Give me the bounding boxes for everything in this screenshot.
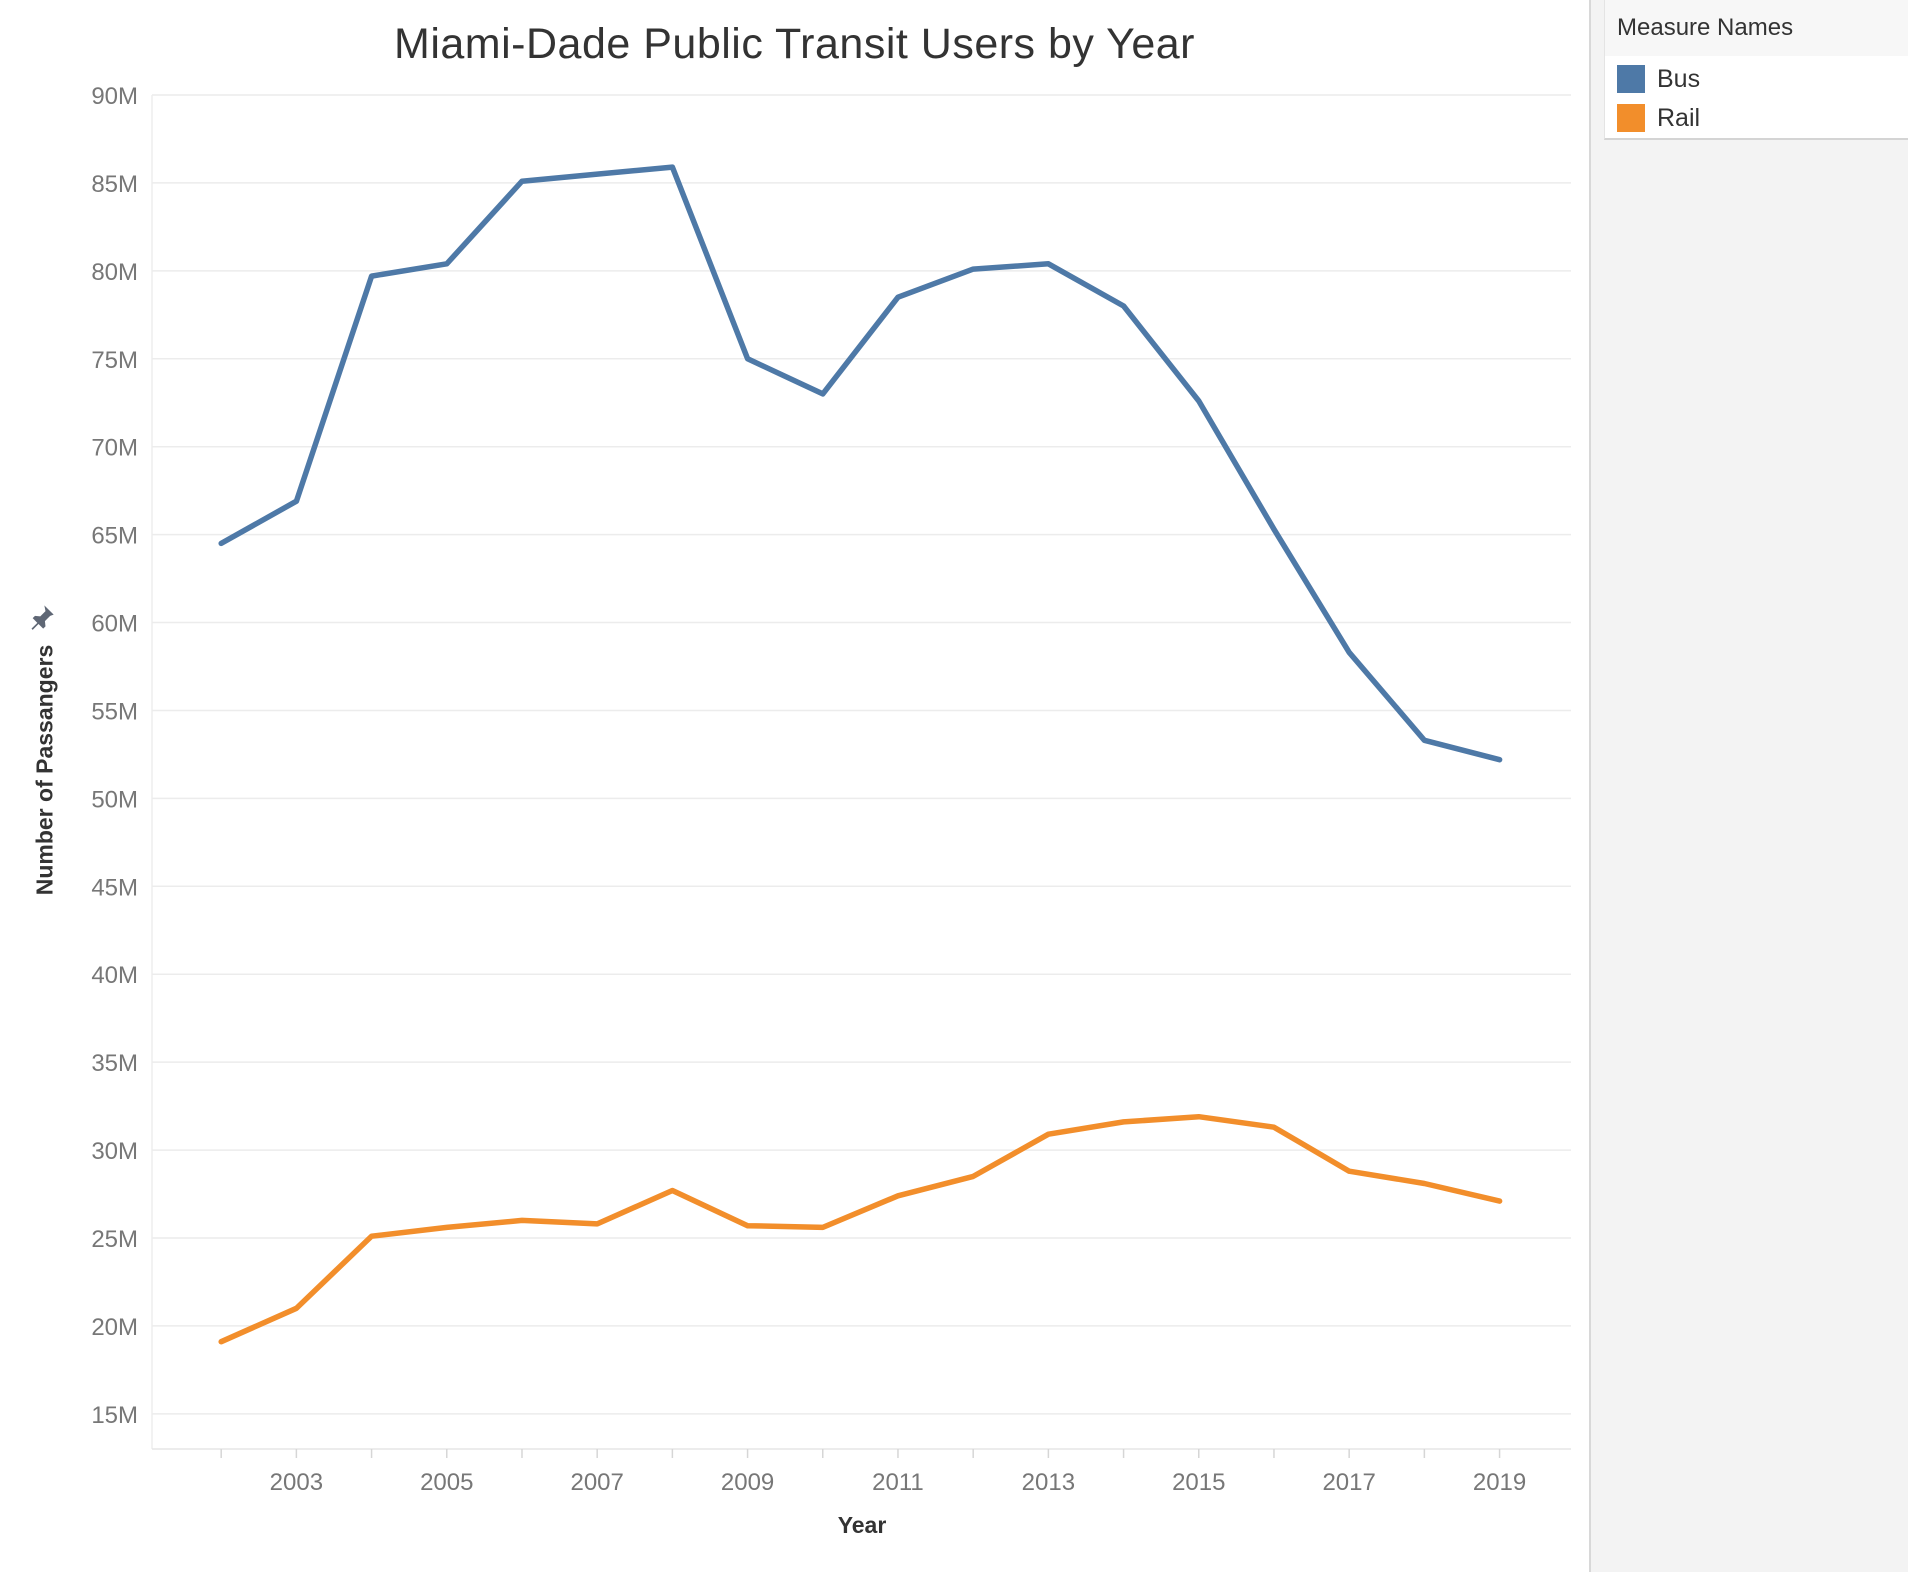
y-tick-label: 55M [91, 698, 138, 725]
legend-swatch-rail [1617, 104, 1645, 132]
line-chart: 15M 20M 25M 30M 35M 40M 45M 50M 55M 60M 65M 70M 75M 8… [91, 83, 1571, 1496]
y-tick-label: 85M [91, 171, 138, 198]
y-tick-label: 15M [91, 1402, 138, 1429]
chart-title: Miami-Dade Public Transit Users by Year [394, 20, 1195, 68]
x-axis-title: Year [837, 1512, 887, 1538]
legend-label-bus: Bus [1657, 64, 1701, 93]
y-tick-label: 80M [91, 259, 138, 286]
y-tick-label: 35M [91, 1050, 138, 1077]
legend-item-bus[interactable]: Bus [1617, 64, 1700, 94]
y-axis-title: Number of Passangers [31, 644, 58, 896]
y-tick-label: 45M [91, 874, 138, 901]
pin-icon[interactable] [28, 603, 56, 631]
chart-area: Miami-Dade Public Transit Users by Year … [28, 20, 1571, 1538]
x-tick-label: 2015 [1172, 1469, 1225, 1496]
x-tick-label: 2011 [872, 1469, 924, 1496]
x-tick-label: 2009 [721, 1469, 774, 1496]
series-line-bus[interactable] [218, 164, 1503, 763]
legend-title: Measure Names [1617, 14, 1794, 41]
y-tick-label: 90M [91, 83, 138, 110]
legend-swatch-bus [1617, 65, 1645, 93]
y-tick-label: 60M [91, 611, 138, 638]
y-tick-label: 20M [91, 1314, 138, 1341]
x-tick-label: 2013 [1022, 1469, 1075, 1496]
y-tick-label: 75M [91, 347, 138, 374]
legend: Measure Names Bus Rail [1604, 0, 1908, 140]
series-line-rail[interactable] [218, 1113, 1503, 1345]
y-tick-label: 50M [91, 786, 138, 813]
x-tick-label: 2003 [270, 1469, 323, 1496]
legend-item-rail[interactable]: Rail [1617, 103, 1700, 133]
legend-header [1605, 0, 1908, 56]
y-tick-label: 40M [91, 962, 138, 989]
x-tick-label: 2017 [1322, 1469, 1375, 1496]
right-panel: Measure Names Bus Rail [1589, 0, 1908, 1572]
y-tick-label: 70M [91, 435, 138, 462]
y-tick-label: 25M [91, 1226, 138, 1253]
x-tick-label: 2019 [1473, 1469, 1526, 1496]
legend-label-rail: Rail [1657, 103, 1701, 132]
y-tick-label: 65M [91, 523, 138, 550]
x-tick-label: 2007 [570, 1469, 623, 1496]
x-tick-label: 2005 [420, 1469, 473, 1496]
y-tick-label: 30M [91, 1138, 138, 1165]
